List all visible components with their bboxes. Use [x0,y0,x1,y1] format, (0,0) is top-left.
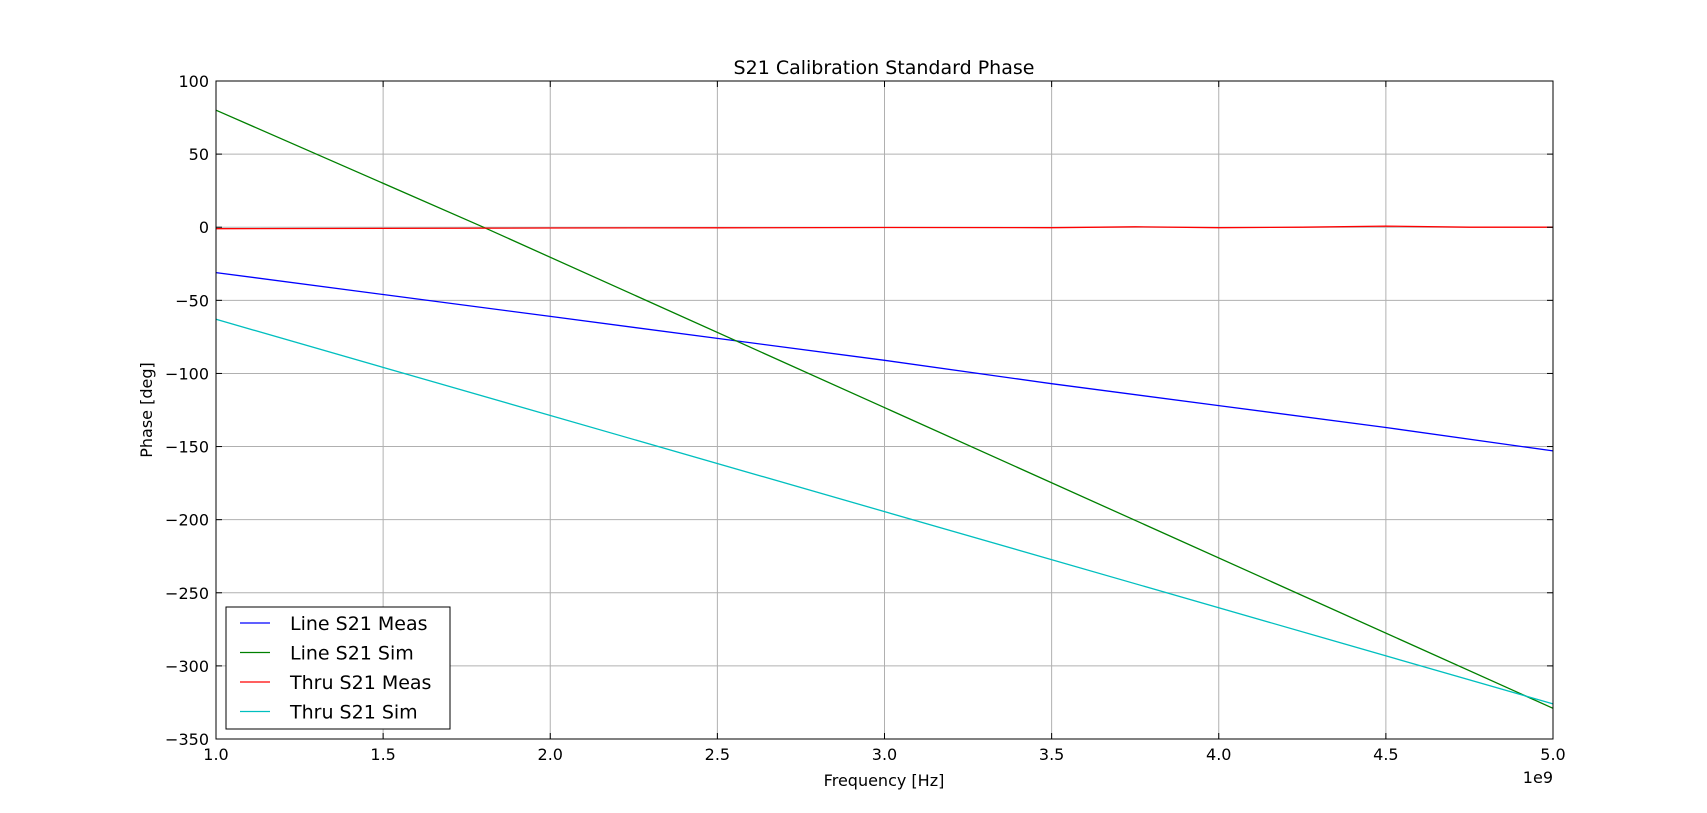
legend-label: Thru S21 Sim [289,702,418,724]
y-tick-label: 100 [178,72,209,91]
legend-label: Line S21 Sim [290,643,414,665]
y-tick-label: −200 [165,511,209,530]
legend-label: Line S21 Meas [290,613,428,635]
x-axis-label: Frequency [Hz] [824,771,945,790]
grid [215,80,1554,740]
y-axis-label: Phase [deg] [137,362,156,458]
series-line-line-s21-meas [215,271,1554,452]
x-tick-label: 2.0 [538,745,563,764]
x-axis-offset-label: 1e9 [1523,768,1553,787]
x-tick-label: 3.0 [872,745,897,764]
series-line-thru-s21-sim [215,318,1554,705]
y-tick-label: −350 [165,730,209,749]
y-tick-label: −300 [165,657,209,676]
series-line-line-s21-sim [215,109,1554,709]
series-line-thru-s21-meas [215,225,1553,230]
x-tick-label: 4.5 [1373,745,1398,764]
chart-title: S21 Calibration Standard Phase [734,57,1035,79]
y-tick-label: −250 [165,584,209,603]
x-tick-label: 2.5 [705,745,730,764]
legend-box [225,606,451,730]
x-tick-label: 1.5 [370,745,395,764]
y-tick-label: −50 [175,291,209,310]
plot-lines [215,109,1554,709]
legend-label: Thru S21 Meas [289,672,431,694]
y-tick-label: −100 [165,364,209,383]
y-tick-label: 0 [199,218,209,237]
x-tick-label: 5.0 [1540,745,1565,764]
x-tick-label: 3.5 [1039,745,1064,764]
y-tick-label: 50 [189,145,209,164]
legend: Line S21 Meas Line S21 Sim Thru S21 Meas Th… [225,606,451,730]
axis-ticks: 1.0 1.5 2.0 2.5 3.0 3.5 4.0 4.5 5.0 100 50 0 −50 −100… [165,72,1566,764]
x-tick-label: 4.0 [1206,745,1231,764]
x-tick-label: 1.0 [203,745,228,764]
y-tick-label: −150 [165,438,209,457]
